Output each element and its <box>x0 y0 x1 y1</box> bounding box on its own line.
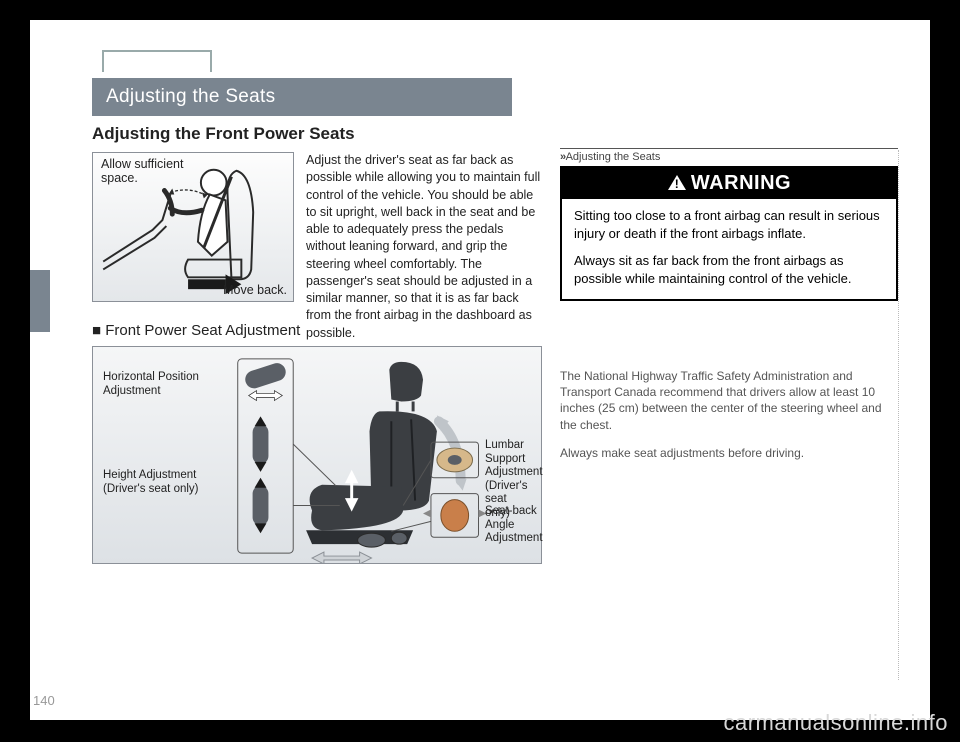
manual-page: Adjusting the Seats Adjusting the Front … <box>30 20 930 720</box>
page-tab <box>102 50 212 72</box>
page-number: 140 <box>33 693 55 708</box>
svg-text:!: ! <box>675 177 680 191</box>
section-title: Adjusting the Seats <box>92 78 512 116</box>
sub-sub-heading: ■ Front Power Seat Adjustment <box>92 322 300 339</box>
label-height-adjustment: Height Adjustment (Driver's seat only) <box>103 469 199 496</box>
thumb-index-tab <box>30 270 50 332</box>
subheading: Adjusting the Front Power Seats <box>92 124 355 144</box>
watermark: carmanualsonline.info <box>723 710 948 736</box>
warning-p1: Sitting too close to a front airbag can … <box>574 207 884 242</box>
label-horizontal-position: Horizontal Position Adjustment <box>103 371 199 398</box>
margin-guide <box>898 150 899 680</box>
right-note-1: The National Highway Traffic Safety Admi… <box>560 368 898 433</box>
chevron-icon: » <box>560 151 563 163</box>
figure-power-seat-controls: Horizontal Position Adjustment Height Ad… <box>92 346 542 564</box>
figure-seat-position: Allow sufficient space. Move back. <box>92 152 294 302</box>
right-note-2: Always make seat adjustments before driv… <box>560 445 898 461</box>
warning-title: ! WARNING <box>562 168 896 199</box>
warning-box: ! WARNING Sitting too close to a front a… <box>560 166 898 301</box>
label-seatback-angle: Seat-back Angle Adjustment <box>485 505 541 546</box>
right-notes: The National Highway Traffic Safety Admi… <box>560 368 898 461</box>
fig1-label-moveback: Move back. <box>223 283 287 297</box>
fig1-label-space: Allow sufficient space. <box>101 157 183 186</box>
warning-p2: Always sit as far back from the front ai… <box>574 252 884 287</box>
warning-triangle-icon: ! <box>667 174 687 191</box>
warning-body: Sitting too close to a front airbag can … <box>562 199 896 299</box>
reference-heading: » Adjusting the Seats <box>560 148 898 163</box>
body-text: Adjust the driver's seat as far back as … <box>306 152 542 342</box>
